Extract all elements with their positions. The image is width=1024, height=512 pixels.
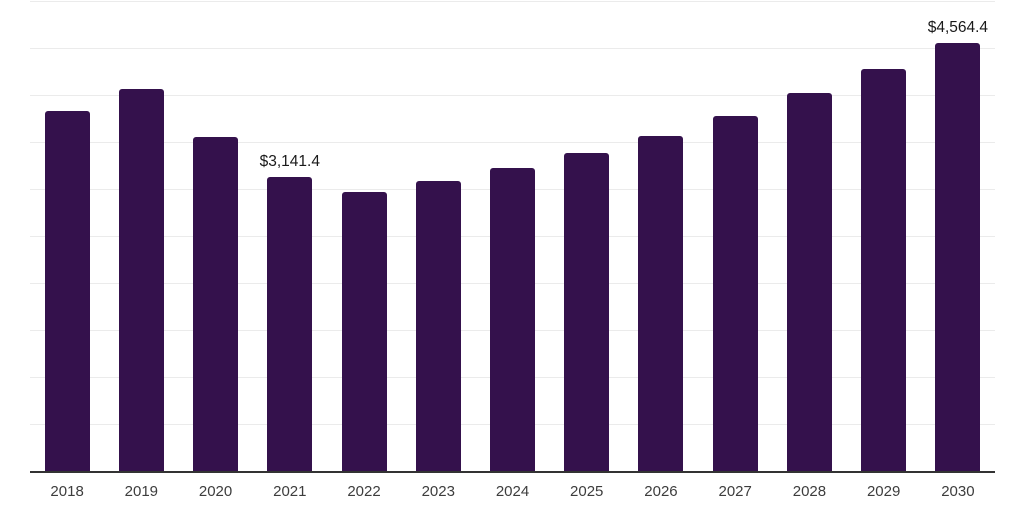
x-axis-line — [30, 471, 995, 473]
x-tick-label-2029: 2029 — [866, 483, 901, 500]
x-tick-label-2024: 2024 — [495, 483, 530, 500]
bar-2028[interactable] — [786, 93, 832, 472]
x-tick-label-2019: 2019 — [124, 483, 159, 500]
bar-2022[interactable] — [341, 191, 387, 472]
gridline — [30, 95, 995, 96]
gridline — [30, 142, 995, 143]
x-tick-label-2022: 2022 — [347, 483, 381, 500]
bar-2025[interactable] — [564, 153, 610, 472]
x-tick-label-2021: 2021 — [273, 483, 307, 500]
gridline — [30, 1, 995, 2]
x-tick-label-2030: 2030 — [941, 483, 975, 500]
x-tick-label-2026: 2026 — [644, 483, 678, 500]
bar-2020[interactable] — [193, 137, 239, 472]
bar-2027[interactable] — [712, 115, 758, 472]
x-tick-label-2028: 2028 — [792, 483, 827, 500]
gridline — [30, 48, 995, 49]
bar-2023[interactable] — [415, 180, 461, 472]
bar-2030[interactable] — [935, 42, 981, 472]
bar-2026[interactable] — [638, 136, 684, 472]
x-tick-label-2020: 2020 — [198, 483, 233, 500]
plot-area: $3,141.4 $4,564.4 — [30, 1, 995, 473]
x-tick-label-2018: 2018 — [50, 483, 84, 500]
x-tick-label-2025: 2025 — [570, 483, 604, 500]
value-label-2030: $4,564.4 — [927, 19, 989, 37]
bar-2029[interactable] — [861, 68, 907, 472]
value-label-2021: $3,141.4 — [259, 153, 320, 171]
bar-2021[interactable] — [267, 176, 313, 472]
bar-2024[interactable] — [490, 168, 535, 472]
x-tick-label-2023: 2023 — [421, 483, 455, 500]
bar-2018[interactable] — [44, 111, 90, 472]
bar-2019[interactable] — [118, 89, 164, 472]
x-tick-label-2027: 2027 — [718, 483, 752, 500]
